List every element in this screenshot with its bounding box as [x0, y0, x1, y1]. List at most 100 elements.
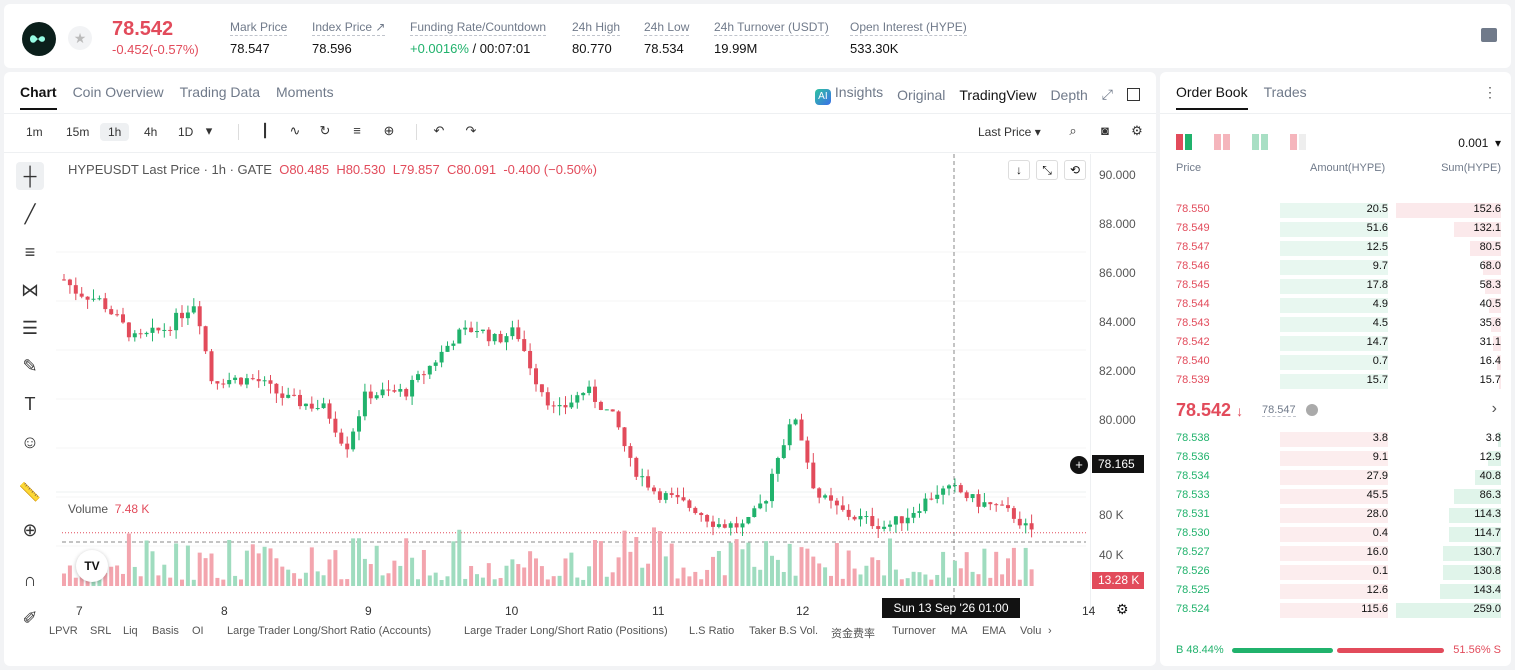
- tab-order-book[interactable]: Order Book: [1176, 84, 1248, 110]
- book-both-icon[interactable]: [1176, 134, 1192, 150]
- view-original[interactable]: Original: [897, 86, 946, 103]
- indicator-liq[interactable]: Liq: [123, 625, 138, 637]
- candle-body: [427, 365, 432, 375]
- tradingview-logo[interactable]: TV: [76, 550, 108, 582]
- tab-trading-data[interactable]: Trading Data: [179, 84, 261, 100]
- trendline-icon[interactable]: ╱: [24, 204, 36, 224]
- chevron-down-icon[interactable]: ▾: [205, 123, 213, 138]
- sync-icon[interactable]: ⟲: [1064, 160, 1086, 180]
- window-icon[interactable]: [1127, 88, 1140, 101]
- view-depth[interactable]: Depth: [1050, 86, 1088, 103]
- brush-icon[interactable]: ✎: [22, 356, 38, 376]
- timeframe-1h[interactable]: 1h: [100, 123, 130, 141]
- camera-icon[interactable]: ◙: [1101, 123, 1109, 138]
- magnet-icon[interactable]: ∩: [23, 570, 37, 590]
- time-axis[interactable]: 7 8 9 10 11 12 14: [56, 600, 1095, 620]
- insights-button[interactable]: AI Insights: [814, 84, 883, 105]
- indicator-volume[interactable]: Volu: [1020, 625, 1042, 637]
- bid-row[interactable]: 78.526 0.1 130.8: [1176, 562, 1501, 581]
- indicator-taker-vol[interactable]: Taker B.S Vol.: [749, 625, 819, 637]
- indicators-icon[interactable]: ∿: [289, 123, 301, 138]
- indicator-turnover[interactable]: Turnover: [892, 625, 936, 637]
- add-order-icon[interactable]: +: [1070, 456, 1088, 474]
- indicator-ma[interactable]: MA: [951, 625, 968, 637]
- templates-icon[interactable]: ≡: [353, 123, 361, 138]
- timeframe-4h[interactable]: 4h: [144, 125, 158, 139]
- alert-add-icon[interactable]: ⊕: [383, 123, 395, 138]
- chevron-right-icon[interactable]: ›: [1491, 400, 1497, 417]
- stat-index-price[interactable]: Index Price ↗ 78.596: [312, 20, 386, 56]
- bid-row[interactable]: 78.536 9.1 12.9: [1176, 448, 1501, 467]
- volume-bar: [1000, 574, 1005, 586]
- replay-icon[interactable]: ↻: [319, 123, 331, 138]
- expand-icon[interactable]: ⤢: [1101, 86, 1113, 102]
- fib-icon[interactable]: ☰: [21, 318, 39, 338]
- chevron-right-icon[interactable]: ›: [1048, 625, 1052, 637]
- tab-coin-overview[interactable]: Coin Overview: [72, 84, 164, 100]
- bid-row[interactable]: 78.531 28.0 114.3: [1176, 505, 1501, 524]
- bid-row[interactable]: 78.525 12.6 143.4: [1176, 581, 1501, 600]
- bid-row[interactable]: 78.524 115.6 259.0: [1176, 600, 1501, 619]
- book-asks-icon[interactable]: [1214, 134, 1230, 150]
- ruler-icon[interactable]: 📏: [18, 482, 42, 502]
- indicator-ls-accounts[interactable]: Large Trader Long/Short Ratio (Accounts): [227, 625, 432, 637]
- axis-settings-icon[interactable]: ⚙: [1116, 601, 1129, 617]
- volume-bar: [410, 557, 415, 586]
- price-type-select[interactable]: Last Price ▾: [978, 125, 1041, 139]
- indicator-ls-positions[interactable]: Large Trader Long/Short Ratio (Positions…: [464, 625, 668, 637]
- timeframe-1d[interactable]: 1D: [178, 125, 194, 139]
- indicator-ema[interactable]: EMA: [982, 625, 1006, 637]
- redo-icon[interactable]: ↷: [465, 123, 477, 138]
- tab-chart[interactable]: Chart: [20, 84, 57, 110]
- indicator-oi[interactable]: OI: [192, 625, 204, 637]
- tab-moments[interactable]: Moments: [276, 84, 334, 100]
- indicator-basis[interactable]: Basis: [152, 625, 179, 637]
- more-icon[interactable]: ⋮: [1483, 84, 1497, 100]
- book-bids-icon[interactable]: [1252, 134, 1268, 150]
- ask-row[interactable]: 78.550 20.5 152.6: [1176, 200, 1501, 219]
- ask-row[interactable]: 78.544 4.9 40.5: [1176, 295, 1501, 314]
- book-icon[interactable]: [1481, 28, 1497, 42]
- precision-select[interactable]: 0.001 ▾: [1458, 136, 1501, 150]
- collapse-icon[interactable]: ⤡: [1036, 160, 1058, 180]
- bid-row[interactable]: 78.534 27.9 40.8: [1176, 467, 1501, 486]
- indicator-funding-rate[interactable]: 资金费率: [831, 628, 875, 640]
- price-axis[interactable]: 90.000 88.000 86.000 84.000 82.000 80.00…: [1090, 154, 1154, 614]
- bid-row[interactable]: 78.527 16.0 130.7: [1176, 543, 1501, 562]
- emoji-icon[interactable]: ☺: [20, 432, 40, 452]
- amount: 16.0: [1366, 546, 1388, 558]
- bid-row[interactable]: 78.530 0.4 114.7: [1176, 524, 1501, 543]
- indicator-srl[interactable]: SRL: [90, 625, 112, 637]
- indicator-ls-ratio[interactable]: L.S Ratio: [689, 625, 735, 637]
- view-tradingview[interactable]: TradingView: [959, 86, 1037, 103]
- ask-row[interactable]: 78.546 9.7 68.0: [1176, 257, 1501, 276]
- ask-row[interactable]: 78.549 51.6 132.1: [1176, 219, 1501, 238]
- tab-trades[interactable]: Trades: [1263, 84, 1307, 100]
- timeframe-1m[interactable]: 1m: [26, 125, 43, 139]
- search-icon[interactable]: ⌕: [1069, 123, 1077, 138]
- undo-icon[interactable]: ↶: [433, 123, 445, 138]
- crosshair-icon[interactable]: ┼: [16, 162, 44, 190]
- pattern-icon[interactable]: ⋈: [21, 280, 39, 300]
- zoom-in-icon[interactable]: ⊕: [22, 520, 38, 540]
- ask-row[interactable]: 78.547 12.5 80.5: [1176, 238, 1501, 257]
- candlestick-chart[interactable]: [56, 154, 1086, 600]
- ask-row[interactable]: 78.542 14.7 31.1: [1176, 333, 1501, 352]
- ask-row[interactable]: 78.543 4.5 35.6: [1176, 314, 1501, 333]
- ask-row[interactable]: 78.540 0.7 16.4: [1176, 352, 1501, 371]
- indicator-lpvr[interactable]: LPVR: [49, 625, 78, 637]
- bid-row[interactable]: 78.533 45.5 86.3: [1176, 486, 1501, 505]
- arrow-down-icon[interactable]: ↓: [1008, 160, 1030, 180]
- text-icon[interactable]: T: [24, 394, 36, 414]
- settings-icon[interactable]: ⚙: [1131, 123, 1143, 138]
- timeframe-15m[interactable]: 15m: [66, 125, 90, 139]
- candle-type-icon[interactable]: ┃: [261, 123, 269, 138]
- ask-row[interactable]: 78.545 17.8 58.3: [1176, 276, 1501, 295]
- volume-bar: [433, 572, 438, 586]
- ask-row[interactable]: 78.539 15.7 15.7: [1176, 371, 1501, 390]
- pencil-lock-icon[interactable]: ✐: [22, 608, 38, 628]
- favorite-star-icon[interactable]: ★: [68, 26, 92, 50]
- book-ratio-icon[interactable]: [1290, 134, 1306, 150]
- bid-row[interactable]: 78.538 3.8 3.8: [1176, 429, 1501, 448]
- horizontal-lines-icon[interactable]: ≡: [24, 242, 36, 262]
